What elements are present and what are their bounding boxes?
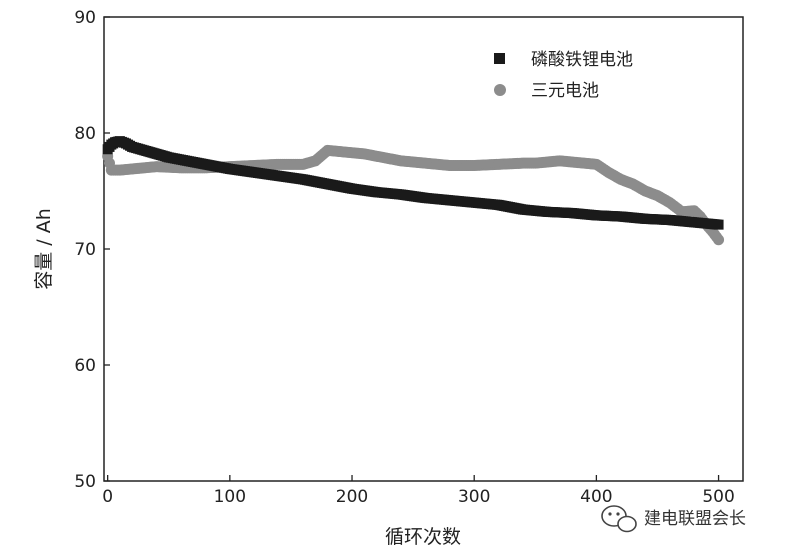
- y-tick-label: 70: [74, 240, 96, 260]
- axis-ticks: 0 100 200 300 400 500 50 60 70 80 90: [74, 8, 734, 507]
- data-series: [102, 136, 725, 246]
- x-tick-label: 400: [580, 487, 612, 507]
- x-tick-label: 500: [702, 487, 734, 507]
- series-ternary: [102, 144, 725, 246]
- x-tick-label: 200: [336, 487, 368, 507]
- legend-marker-lfp: [494, 53, 505, 64]
- y-tick-label: 90: [74, 8, 96, 28]
- x-axis-label: 循环次数: [385, 526, 461, 548]
- legend-label-ternary: 三元电池: [531, 81, 599, 101]
- legend-marker-ternary: [494, 84, 506, 96]
- plot-frame: [103, 16, 744, 482]
- watermark-text: 建电联盟会长: [644, 509, 746, 529]
- y-tick-label: 60: [74, 356, 96, 376]
- x-tick-label: 100: [214, 487, 246, 507]
- y-tick-label: 50: [74, 472, 96, 492]
- series-lfp: [102, 136, 724, 230]
- x-tick-label: 0: [102, 487, 113, 507]
- y-tick-label: 80: [74, 124, 96, 144]
- legend: 磷酸铁锂电池 三元电池: [494, 50, 633, 101]
- legend-label-lfp: 磷酸铁锂电池: [531, 50, 633, 70]
- y-axis-label: 容量 / Ah: [33, 208, 55, 290]
- data-point: [713, 234, 725, 246]
- watermark: 建电联盟会长: [601, 505, 746, 533]
- x-tick-label: 300: [458, 487, 490, 507]
- wechat-icon: [601, 505, 637, 533]
- data-point: [713, 219, 724, 230]
